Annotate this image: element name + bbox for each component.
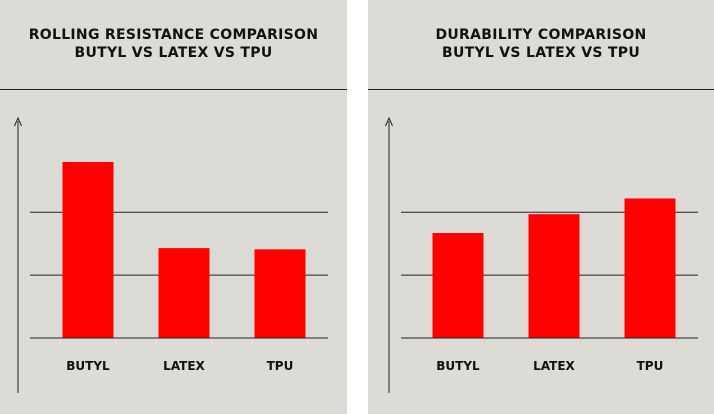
bar-butyl — [62, 162, 114, 338]
title-divider — [368, 89, 714, 90]
y-axis-arrow-icon — [385, 116, 393, 127]
chart-title: ROLLING RESISTANCE COMPARISON BUTYL VS L… — [0, 26, 347, 62]
chart-title: DURABILITY COMPARISON BUTYL VS LATEX VS … — [368, 26, 714, 62]
chart-panel-rolling-resistance: ROLLING RESISTANCE COMPARISON BUTYL VS L… — [0, 0, 347, 414]
x-tick-label: LATEX — [163, 359, 205, 373]
y-axis-arrow-icon — [14, 116, 22, 127]
bar-tpu — [254, 249, 306, 338]
chart-title-line-1: DURABILITY COMPARISON — [435, 27, 647, 43]
bar-butyl — [432, 233, 484, 338]
chart-title-line-2: BUTYL VS LATEX VS TPU — [74, 45, 273, 61]
durability-chart: BUTYL LATEX TPU — [385, 116, 698, 393]
x-tick-label: BUTYL — [66, 359, 110, 373]
x-tick-label: TPU — [267, 359, 294, 373]
x-tick-label: TPU — [637, 359, 664, 373]
bar-latex — [158, 248, 210, 338]
x-tick-label: BUTYL — [436, 359, 480, 373]
chart-title-line-2: BUTYL VS LATEX VS TPU — [441, 45, 641, 61]
chart-panel-durability: DURABILITY COMPARISON BUTYL VS LATEX VS … — [368, 0, 714, 414]
bar-tpu — [624, 198, 676, 338]
title-divider — [0, 89, 347, 90]
bar-latex — [528, 214, 580, 338]
chart-title-line-1: ROLLING RESISTANCE COMPARISON — [28, 27, 319, 43]
rolling-resistance-chart: BUTYL LATEX TPU — [14, 116, 328, 393]
x-tick-label: LATEX — [533, 359, 575, 373]
